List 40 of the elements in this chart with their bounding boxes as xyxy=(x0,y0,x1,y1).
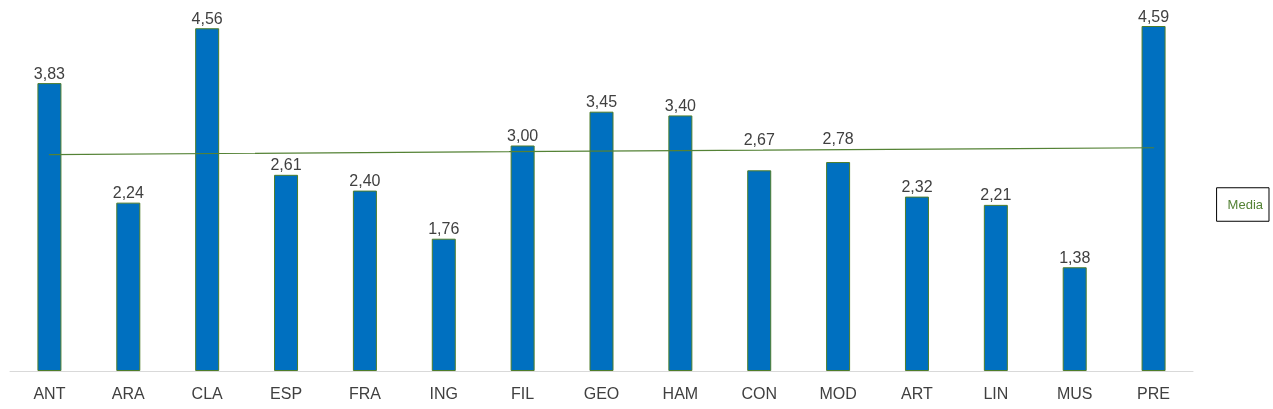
data-label: 2,40 xyxy=(349,172,381,190)
data-label: 3,40 xyxy=(664,96,697,114)
x-tick-label: ARA xyxy=(111,384,146,402)
x-tick-label: FIL xyxy=(511,384,535,402)
x-tick-label: MUS xyxy=(1056,384,1093,402)
x-tick-label: HAM xyxy=(662,384,699,402)
bar xyxy=(983,204,1008,371)
x-tick-label: FRA xyxy=(348,384,382,402)
x-tick-label: ART xyxy=(901,384,934,402)
x-tick-label: GEO xyxy=(583,384,620,402)
data-label: 1,76 xyxy=(428,220,460,238)
bar xyxy=(747,170,772,371)
x-tick-label: ING xyxy=(429,384,458,402)
data-label: 2,32 xyxy=(901,178,933,196)
x-tick-label: PRE xyxy=(1137,384,1171,402)
data-label: 2,61 xyxy=(270,156,302,174)
x-tick-label: MOD xyxy=(819,384,857,402)
data-label: 3,00 xyxy=(507,127,539,145)
bar xyxy=(1062,267,1087,371)
data-label: 2,24 xyxy=(112,184,144,202)
data-label: 2,78 xyxy=(822,130,854,148)
bar xyxy=(116,202,141,371)
data-label: 2,21 xyxy=(980,186,1012,204)
bar xyxy=(826,162,851,371)
data-label: 3,83 xyxy=(33,64,66,82)
bar xyxy=(352,190,377,371)
data-label: 1,38 xyxy=(1059,248,1091,266)
bar xyxy=(274,174,299,371)
x-tick-label: CLA xyxy=(191,384,224,402)
x-tick-label: ANT xyxy=(33,384,66,402)
data-label: 4,56 xyxy=(191,9,223,27)
data-label: 4,59 xyxy=(1138,7,1170,25)
x-tick-label: ESP xyxy=(270,384,303,402)
bar xyxy=(904,196,929,371)
data-label: 2,67 xyxy=(743,130,775,148)
x-tick-label: LIN xyxy=(983,384,1009,402)
text: Media xyxy=(1227,197,1264,213)
x-tick-label: CON xyxy=(741,384,778,402)
data-label: 3,45 xyxy=(585,93,618,111)
bar xyxy=(431,238,456,371)
